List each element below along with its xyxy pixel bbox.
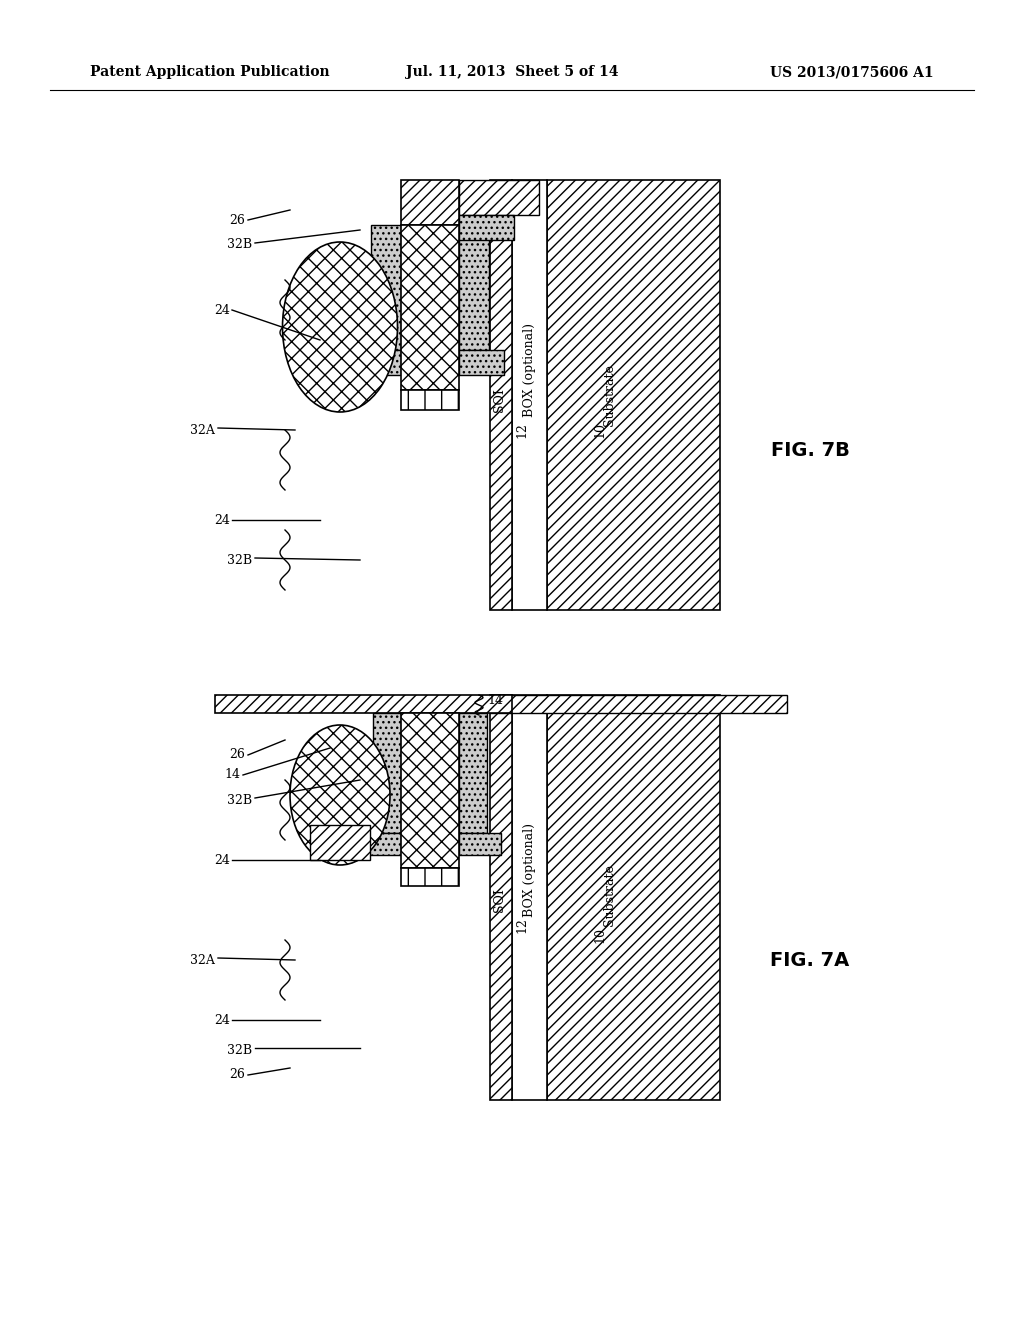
Text: Substrate: Substrate	[603, 364, 616, 426]
Bar	[356, 350, 401, 375]
Text: 26: 26	[229, 1068, 245, 1081]
Bar	[215, 696, 512, 713]
Text: Substrate: Substrate	[603, 865, 616, 925]
Text: 10: 10	[594, 422, 606, 438]
Text: 24: 24	[214, 304, 230, 317]
Bar	[401, 389, 459, 411]
Text: 32A: 32A	[190, 953, 215, 966]
Ellipse shape	[283, 242, 397, 412]
Text: FIG. 7A: FIG. 7A	[770, 950, 850, 969]
Bar	[490, 180, 512, 610]
Text: 12: 12	[515, 917, 528, 933]
Bar	[401, 713, 459, 869]
Bar	[459, 224, 489, 350]
Bar	[459, 350, 504, 375]
Bar	[459, 180, 539, 215]
Text: BOX (optional): BOX (optional)	[523, 822, 537, 917]
Bar	[401, 869, 459, 886]
Text: SOI: SOI	[494, 888, 507, 912]
Bar	[459, 833, 501, 855]
Bar	[490, 696, 512, 1100]
Text: 32B: 32B	[227, 793, 252, 807]
Bar	[490, 696, 787, 713]
Bar	[512, 180, 547, 610]
Bar	[371, 224, 401, 350]
Bar	[459, 215, 514, 240]
Bar	[401, 180, 459, 224]
Bar	[547, 696, 720, 1100]
Text: 12: 12	[515, 422, 528, 438]
Bar	[310, 825, 370, 861]
Bar	[459, 713, 487, 833]
Text: 26: 26	[229, 214, 245, 227]
Text: BOX (optional): BOX (optional)	[523, 323, 537, 417]
Text: 32B: 32B	[227, 1044, 252, 1056]
Text: 24: 24	[214, 854, 230, 866]
Text: 32B: 32B	[227, 553, 252, 566]
Ellipse shape	[290, 725, 390, 865]
Text: 14: 14	[224, 768, 240, 781]
Text: 24: 24	[214, 513, 230, 527]
Bar	[373, 713, 401, 833]
Bar	[512, 696, 547, 1100]
Bar	[401, 224, 459, 389]
Text: 32B: 32B	[227, 239, 252, 252]
Text: 14: 14	[487, 693, 503, 706]
Text: US 2013/0175606 A1: US 2013/0175606 A1	[770, 65, 934, 79]
Text: FIG. 7B: FIG. 7B	[771, 441, 850, 459]
Text: 32A: 32A	[190, 424, 215, 437]
Text: 26: 26	[229, 748, 245, 762]
Text: Jul. 11, 2013  Sheet 5 of 14: Jul. 11, 2013 Sheet 5 of 14	[406, 65, 618, 79]
Bar	[547, 180, 720, 610]
Text: SOI: SOI	[494, 388, 507, 412]
Text: 10: 10	[594, 927, 606, 942]
Text: Patent Application Publication: Patent Application Publication	[90, 65, 330, 79]
Text: 24: 24	[214, 1014, 230, 1027]
Bar	[359, 833, 401, 855]
